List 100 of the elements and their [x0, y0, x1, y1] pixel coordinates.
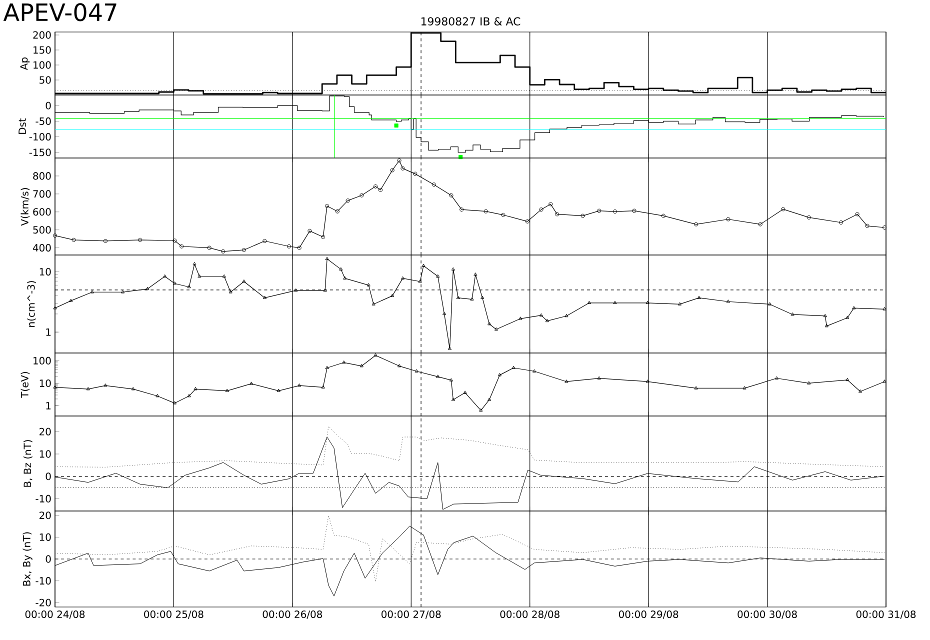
- point: [512, 366, 516, 370]
- point: [646, 300, 650, 304]
- point: [449, 193, 454, 198]
- y-tick-label: 800: [33, 172, 51, 180]
- point: [390, 294, 394, 297]
- point: [488, 322, 492, 326]
- point: [518, 316, 522, 320]
- point: [335, 209, 340, 214]
- point: [221, 249, 226, 254]
- y-tick-label: 10: [40, 533, 51, 541]
- point: [180, 244, 184, 248]
- point: [262, 296, 267, 299]
- chart-title: 19980827 IB & AC: [421, 17, 520, 26]
- point: [325, 256, 329, 260]
- point: [372, 302, 376, 306]
- y-tick-label: 100: [34, 61, 51, 69]
- point: [156, 394, 160, 398]
- point: [72, 238, 76, 242]
- y-tick-label: 100: [34, 356, 51, 364]
- x-tick-label: 00:00 28/08: [500, 610, 560, 619]
- point: [501, 212, 506, 217]
- point: [308, 228, 312, 233]
- point: [342, 360, 346, 364]
- point: [390, 168, 394, 172]
- point: [790, 312, 794, 316]
- point: [726, 217, 730, 222]
- y-axis-title: V(km/s): [20, 188, 30, 226]
- point: [442, 312, 446, 316]
- point: [172, 238, 177, 243]
- point: [172, 281, 177, 285]
- point: [564, 380, 568, 383]
- x-tick-label: 00:00 27/08: [382, 610, 441, 619]
- point: [222, 274, 226, 278]
- y-tick-label: 10: [40, 268, 51, 276]
- y-axis-title: Ap: [20, 57, 30, 70]
- point: [366, 283, 370, 286]
- point: [432, 182, 436, 187]
- y-tick-label: 20: [40, 512, 51, 520]
- point: [646, 380, 650, 383]
- y-tick-label: -10: [36, 494, 51, 502]
- point: [325, 366, 329, 370]
- point: [262, 238, 267, 244]
- x-tick-label: 00:00 29/08: [618, 610, 678, 619]
- point: [397, 158, 402, 163]
- point: [824, 324, 828, 328]
- point: [580, 214, 585, 218]
- y-axis-title: n(cm^-3): [27, 281, 36, 327]
- y-tick-label: 150: [34, 46, 51, 54]
- point: [564, 314, 568, 318]
- point: [397, 364, 402, 368]
- y-axis-title: B, Bz (nT): [23, 440, 32, 487]
- point: [298, 383, 302, 387]
- point: [498, 373, 502, 376]
- point: [758, 222, 762, 226]
- point: [187, 394, 191, 398]
- point: [474, 272, 478, 276]
- point: [192, 262, 196, 266]
- y-tick-label: 400: [32, 244, 51, 252]
- point: [807, 381, 811, 384]
- point: [742, 386, 746, 390]
- point: [858, 389, 862, 393]
- y-tick-label: -150: [29, 148, 51, 156]
- point: [321, 385, 325, 388]
- point: [339, 267, 343, 270]
- point: [138, 238, 142, 242]
- point: [297, 246, 302, 250]
- y-tick-label: 700: [33, 190, 51, 198]
- x-tick-label: 00:00 31/08: [856, 610, 916, 619]
- point: [413, 172, 418, 176]
- point: [225, 388, 229, 392]
- y-axis-title: Bx, By (nT): [22, 532, 32, 586]
- y-tick-label: 0: [46, 102, 51, 110]
- point: [855, 212, 860, 216]
- point: [448, 346, 452, 350]
- point: [325, 204, 330, 208]
- point: [242, 248, 246, 252]
- point: [400, 276, 405, 280]
- point: [378, 188, 383, 192]
- point: [374, 353, 378, 356]
- point: [198, 274, 202, 278]
- point: [470, 297, 474, 300]
- point: [346, 198, 350, 203]
- point: [120, 290, 125, 294]
- point: [548, 202, 553, 206]
- point: [360, 364, 364, 368]
- y-tick-label: 0: [46, 555, 51, 563]
- point: [463, 390, 467, 394]
- point: [172, 401, 177, 404]
- point: [697, 296, 701, 299]
- point: [726, 300, 730, 303]
- point: [131, 387, 135, 390]
- point: [250, 382, 254, 385]
- point: [612, 209, 617, 214]
- point: [436, 274, 440, 278]
- y-tick-label: 10: [40, 450, 51, 458]
- point: [678, 302, 682, 306]
- point: [323, 288, 327, 292]
- point: [555, 212, 560, 216]
- y-tick-label: 0: [46, 472, 51, 480]
- point: [694, 222, 698, 226]
